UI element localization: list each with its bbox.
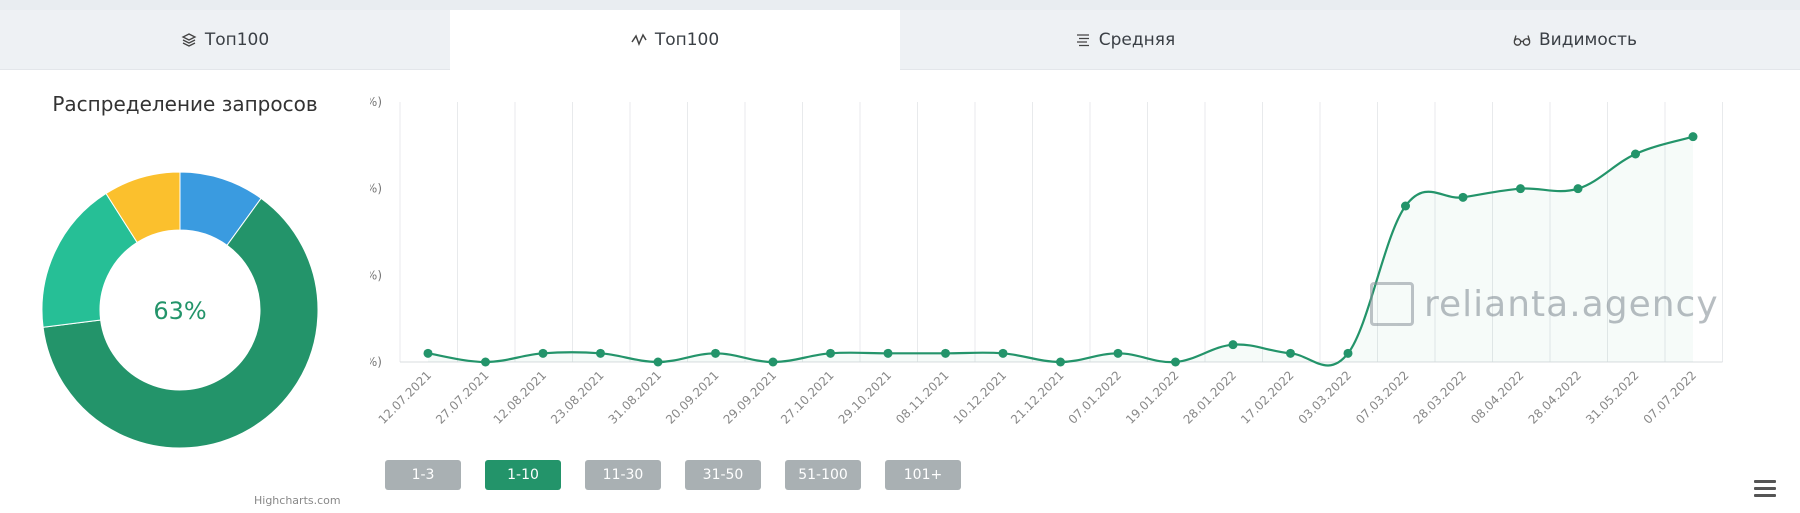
x-tick-label: 28.01.2022 [1181, 368, 1239, 426]
tab-top100-dynamics[interactable]: Топ100 [450, 10, 900, 70]
x-tick-label: 27.10.2021 [778, 368, 836, 426]
data-point[interactable] [1631, 149, 1640, 159]
data-point[interactable] [883, 348, 893, 358]
x-tick-label: 17.02.2022 [1238, 368, 1296, 426]
data-point[interactable] [423, 348, 433, 358]
y-tick-label: 10 (24%) [370, 268, 382, 282]
x-tick-label: 29.10.2021 [836, 368, 894, 426]
line-chart: 0 (0%) 10 (24%) 20 (49%) 30 (73%) 12.07.2021… [370, 95, 1723, 427]
x-tick-label: 07.03.2022 [1353, 368, 1411, 426]
layers-icon [181, 32, 197, 47]
series-line [427, 135, 1694, 367]
data-point[interactable] [1286, 348, 1295, 358]
donut-slice[interactable] [42, 197, 319, 449]
filter-button-101plus[interactable]: 101+ [885, 460, 961, 490]
lines-icon [1076, 33, 1089, 46]
x-tick-label: 07.01.2022 [1066, 368, 1124, 426]
data-point[interactable] [1516, 184, 1525, 194]
y-tick-label: 0 (0%) [370, 355, 382, 369]
x-tick-label: 29.09.2021 [721, 368, 779, 426]
x-tick-label: 07.07.2022 [1641, 368, 1699, 426]
data-point[interactable] [711, 348, 720, 358]
tab-bar: Топ100 Топ100 Средняя Видимость [0, 10, 1800, 70]
data-point[interactable] [1228, 340, 1238, 350]
x-tick-label: 20.09.2021 [663, 368, 721, 426]
filter-button-51-100[interactable]: 51-100 [785, 460, 861, 490]
glasses-icon [1513, 34, 1531, 46]
x-tick-label: 08.11.2021 [893, 368, 951, 426]
x-tick-label: 28.04.2022 [1526, 368, 1584, 426]
tab-visibility[interactable]: Видимость [1350, 10, 1800, 70]
x-tick-label: 31.08.2021 [606, 368, 664, 426]
data-point[interactable] [1401, 201, 1410, 211]
tab-label: Видимость [1538, 29, 1637, 50]
watermark-text: relianta.agency [1424, 283, 1719, 325]
data-point[interactable] [768, 357, 778, 367]
x-tick-label: 28.03.2022 [1411, 368, 1469, 426]
watermark-logo [1370, 282, 1414, 326]
data-point[interactable] [538, 348, 548, 358]
data-point[interactable] [1056, 357, 1065, 367]
tab-label: Топ100 [204, 29, 270, 50]
donut-center-label: 63% [153, 297, 206, 325]
data-point[interactable] [941, 348, 950, 358]
x-tick-label: 10.12.2021 [951, 368, 1009, 426]
filter-button-1-10[interactable]: 1-10 [485, 460, 561, 490]
x-tick-label: 03.03.2022 [1296, 368, 1354, 426]
range-filter-buttons: 1-3 1-10 11-30 31-50 51-100 101+ [385, 460, 961, 490]
hamburger-menu-icon[interactable] [1754, 480, 1776, 498]
donut-slice[interactable] [105, 171, 181, 244]
data-point[interactable] [826, 348, 835, 358]
filter-button-11-30[interactable]: 11-30 [585, 460, 661, 490]
line-chart-icon [631, 32, 647, 46]
filter-button-1-3[interactable]: 1-3 [385, 460, 461, 490]
highcharts-credit[interactable]: Highcharts.com [254, 494, 341, 507]
widget-frame: Топ100 Топ100 Средняя Видимость Распреде… [0, 10, 1800, 513]
data-point[interactable] [1688, 132, 1698, 142]
data-point[interactable] [481, 357, 490, 367]
y-tick-label: 30 (73%) [370, 95, 382, 109]
data-point[interactable] [998, 348, 1008, 358]
data-point[interactable] [1458, 192, 1468, 202]
tab-label: Средняя [1098, 29, 1176, 50]
tab-top100-distribution[interactable]: Топ100 [0, 10, 450, 70]
data-point[interactable] [596, 348, 605, 358]
data-point[interactable] [653, 357, 663, 367]
x-tick-label: 12.08.2021 [491, 368, 549, 426]
x-tick-label: 12.07.2021 [376, 368, 434, 426]
x-tick-label: 27.07.2021 [433, 368, 491, 426]
y-tick-label: 20 (49%) [370, 182, 382, 196]
x-tick-label: 31.05.2022 [1583, 368, 1641, 426]
tab-content: Распределение запросов 63% Highcharts.co… [0, 70, 1800, 513]
x-tick-label: 23.08.2021 [548, 368, 606, 426]
series-area [428, 136, 1693, 366]
tab-average[interactable]: Средняя [900, 10, 1350, 70]
data-point[interactable] [1171, 357, 1180, 367]
data-point[interactable] [1343, 348, 1353, 358]
donut-chart: 63% [41, 171, 319, 449]
x-tick-label: 19.01.2022 [1123, 368, 1181, 426]
x-tick-label: 08.04.2022 [1468, 368, 1526, 426]
data-point[interactable] [1573, 184, 1583, 194]
tab-label: Топ100 [654, 29, 720, 50]
data-point[interactable] [1113, 348, 1123, 358]
donut-title: Распределение запросов [52, 92, 318, 116]
watermark: relianta.agency [1370, 282, 1719, 326]
x-tick-label: 21.12.2021 [1008, 368, 1066, 426]
filter-button-31-50[interactable]: 31-50 [685, 460, 761, 490]
